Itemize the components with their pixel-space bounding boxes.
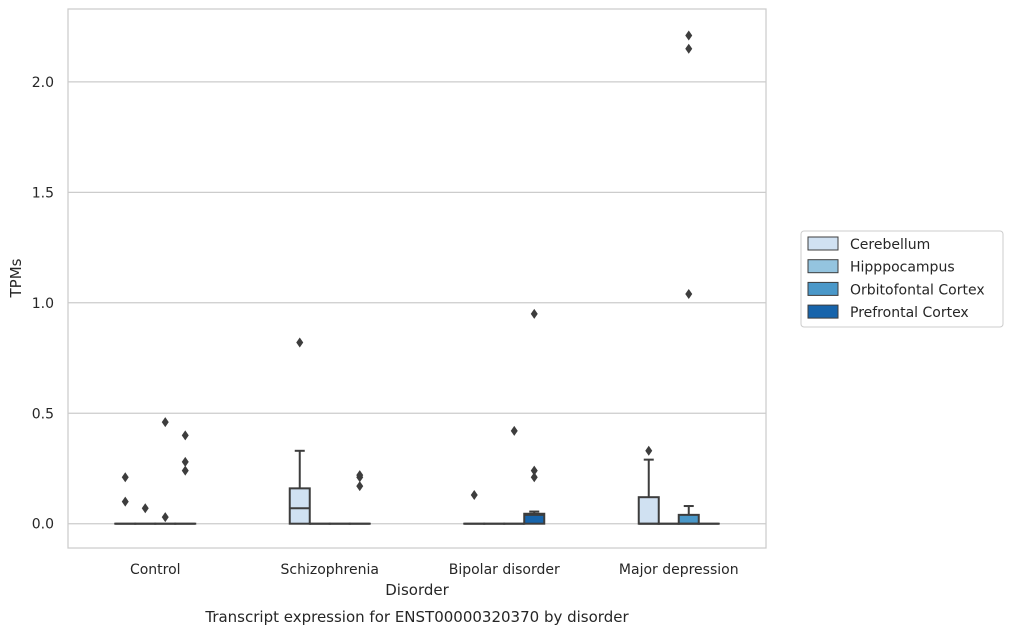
legend-swatch (807, 281, 839, 296)
outlier-marker (161, 512, 169, 523)
y-tick-label: 1.5 (32, 185, 54, 201)
outlier-marker (645, 445, 653, 456)
box-cerebellum (288, 449, 311, 525)
outlier-marker (685, 288, 693, 299)
outlier-marker (296, 337, 304, 348)
legend-frame (800, 230, 1004, 328)
box-cerebellum (637, 458, 660, 525)
x-tick-label: Bipolar disorder (449, 562, 560, 578)
legend-swatch (807, 259, 839, 274)
outlier-marker (356, 481, 364, 492)
outlier-marker (530, 308, 538, 319)
outlier-marker (121, 496, 129, 507)
y-tick-label: 1.0 (32, 296, 54, 312)
legend-label: Prefrontal Cortex (850, 305, 969, 321)
legend-label: Hipppocampus (850, 260, 955, 276)
outlier-marker (356, 472, 364, 483)
y-axis-title: TPMs (7, 258, 25, 298)
x-tick-label: Control (130, 562, 181, 578)
x-tick-label: Major depression (619, 562, 739, 578)
legend-label: Orbitofontal Cortex (850, 282, 985, 298)
outlier-marker (685, 30, 693, 41)
outlier-marker (181, 456, 189, 467)
plot-area (67, 8, 767, 549)
outlier-marker (685, 43, 693, 54)
outlier-marker (141, 503, 149, 514)
chart-caption: Transcript expression for ENST0000032037… (204, 608, 629, 626)
outlier-marker (121, 472, 129, 483)
outlier-marker (161, 417, 169, 428)
outlier-marker (510, 425, 518, 436)
box-prefrontal-cortex (523, 510, 546, 525)
x-axis-ticks: Control Schizophrenia Bipolar disorder Majo… (130, 562, 739, 578)
legend-swatch (807, 304, 839, 319)
legend-swatch (807, 236, 839, 251)
outlier-marker (181, 430, 189, 441)
y-axis-ticks: 0.0 0.5 1.0 1.5 2.0 (32, 75, 54, 533)
boxes (114, 449, 720, 525)
x-axis-title: Disorder (385, 581, 449, 599)
legend: Cerebellum Hipppocampus Orbitofontal Corte… (800, 230, 1004, 328)
legend-label: Cerebellum (850, 237, 930, 253)
grid-lines (68, 81, 766, 525)
outliers (121, 30, 693, 523)
y-tick-label: 0.0 (32, 517, 54, 533)
box-body (637, 496, 660, 525)
box-body (677, 513, 700, 525)
x-tick-label: Schizophrenia (281, 562, 379, 578)
box-body (523, 512, 546, 525)
box-body (288, 487, 311, 525)
outlier-marker (530, 472, 538, 483)
box-orbitofontal-cortex (677, 505, 700, 525)
y-tick-label: 2.0 (32, 75, 54, 91)
outlier-marker (470, 489, 478, 500)
y-tick-label: 0.5 (32, 406, 54, 422)
outlier-marker (181, 465, 189, 476)
outlier-marker (530, 465, 538, 476)
